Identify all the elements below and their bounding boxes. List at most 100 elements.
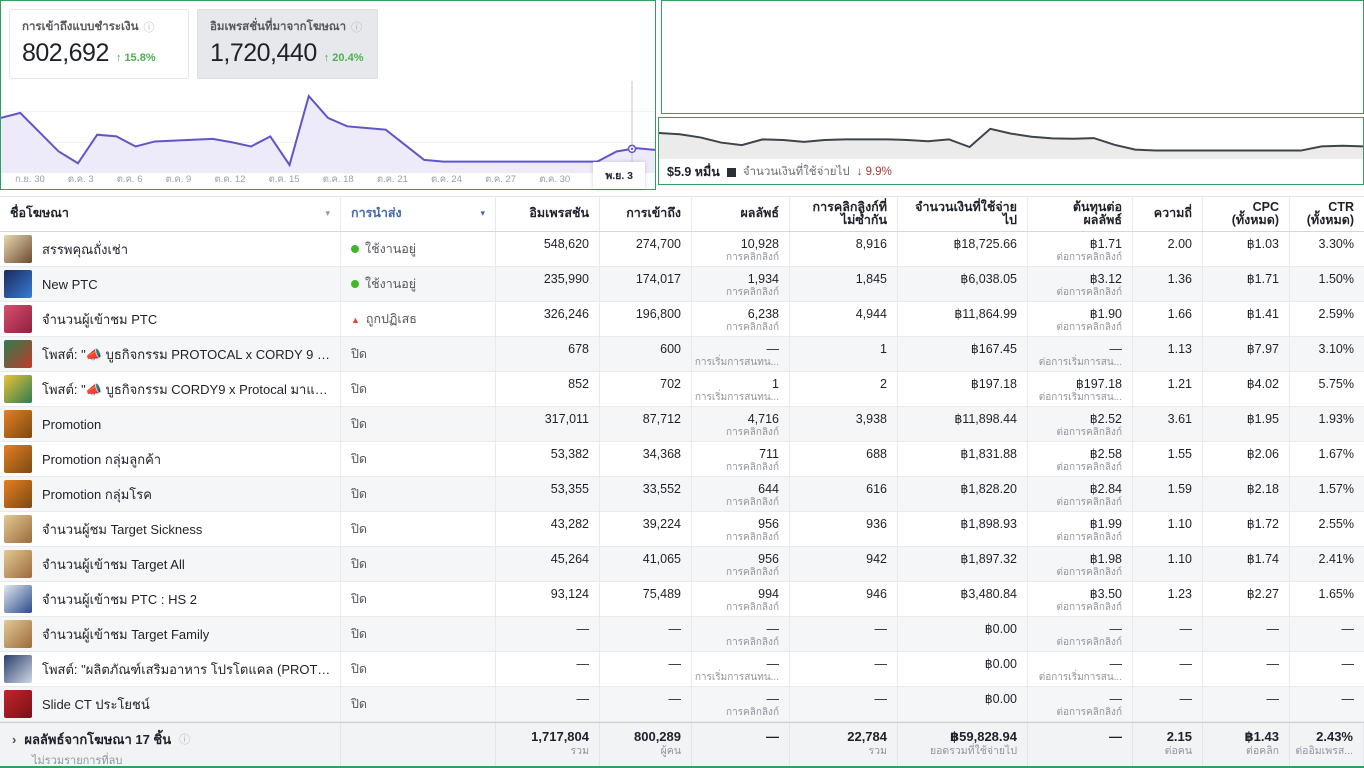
- x-tick: ต.ค. 9: [165, 174, 192, 185]
- spend-area-chart[interactable]: [659, 119, 1363, 159]
- reach-value: 39,224: [642, 517, 681, 531]
- cost-per-result-type: ต่อการคลิกลิงก์: [1056, 567, 1122, 578]
- ad-name[interactable]: จำนวนผู้เข้าชม Target Family: [42, 626, 210, 642]
- table-row[interactable]: โพสต์: "📣 บูธกิจกรรม PROTOCAL x CORDY 9 …: [0, 337, 1364, 372]
- ad-name[interactable]: จำนวนผู้ชม Target Sickness: [42, 521, 203, 537]
- reach-area-chart[interactable]: [1, 81, 655, 173]
- ctr-value: —: [1341, 692, 1355, 706]
- results-value: —: [766, 622, 780, 636]
- ad-thumbnail[interactable]: [4, 305, 32, 333]
- table-row[interactable]: Slide CT ประโยชน์ ปิด — — — การคลิกลิงก์ …: [0, 687, 1364, 722]
- selection-border-bottom: [0, 766, 1364, 768]
- cpc-value: ฿1.03: [1246, 237, 1279, 251]
- spend-value: ฿18,725.66: [953, 237, 1017, 251]
- column-header-ctr[interactable]: CTR (ทั้งหมด): [1306, 199, 1354, 227]
- ad-name[interactable]: สรรพคุณถั่งเช่า: [42, 241, 129, 257]
- reach-value: 196,800: [635, 307, 681, 321]
- column-header-cpc[interactable]: CPC (ทั้งหมด): [1203, 197, 1290, 231]
- ad-name[interactable]: จำนวนผู้เข้าชม PTC : HS 2: [42, 591, 197, 607]
- cpc-value: ฿1.74: [1246, 552, 1279, 566]
- impressions-value: —: [576, 622, 590, 636]
- table-row[interactable]: โพสต์: "📣 บูธกิจกรรม CORDY9 x Protocal ม…: [0, 372, 1364, 407]
- ad-thumbnail[interactable]: [4, 445, 32, 473]
- column-header-ad-name[interactable]: ชื่อโฆษณา ▾: [0, 197, 341, 231]
- ad-name[interactable]: จำนวนผู้เข้าชม Target All: [42, 556, 185, 572]
- total-cost-per-result: —: [1109, 729, 1122, 744]
- spend-change: ↓ 9.9%: [856, 166, 892, 178]
- ad-thumbnail[interactable]: [4, 375, 32, 403]
- table-row[interactable]: สรรพคุณถั่งเช่า ใช้งานอยู่ 548,620 274,7…: [0, 232, 1364, 267]
- column-header-frequency[interactable]: ความถี่: [1133, 197, 1203, 231]
- table-row[interactable]: จำนวนผู้เข้าชม Target All ปิด 45,264 41,…: [0, 547, 1364, 582]
- table-row[interactable]: Promotion กลุ่มโรค ปิด 53,355 33,552 644…: [0, 477, 1364, 512]
- unique-clicks-value: —: [874, 692, 888, 706]
- column-header-results[interactable]: ผลลัพธ์: [692, 197, 790, 231]
- info-icon[interactable]: ⓘ: [179, 734, 191, 746]
- cost-per-result-type: ต่อการคลิกลิงก์: [1056, 427, 1122, 438]
- reach-value: 75,489: [642, 587, 681, 601]
- reach-value: —: [668, 657, 682, 671]
- ad-name[interactable]: Slide CT ประโยชน์: [42, 696, 150, 712]
- ad-thumbnail[interactable]: [4, 410, 32, 438]
- ad-thumbnail[interactable]: [4, 235, 32, 263]
- table-row[interactable]: Promotion ปิด 317,011 87,712 4,716 การคลิ…: [0, 407, 1364, 442]
- ad-name[interactable]: Promotion: [42, 416, 102, 432]
- table-row[interactable]: Promotion กลุ่มลูกค้า ปิด 53,382 34,368 …: [0, 442, 1364, 477]
- info-icon[interactable]: ⓘ: [143, 22, 155, 34]
- column-header-unique-clicks[interactable]: การคลิกลิงก์ที่ไม่ซ้ำกัน: [790, 197, 898, 231]
- table-row[interactable]: จำนวนผู้เข้าชม PTC : HS 2 ปิด 93,124 75,…: [0, 582, 1364, 617]
- ad-thumbnail[interactable]: [4, 585, 32, 613]
- cost-per-result-type: ต่อการคลิกลิงก์: [1056, 462, 1122, 473]
- results-value: —: [766, 657, 780, 671]
- results-type: การคลิกลิงก์: [726, 497, 779, 508]
- table-row[interactable]: โพสต์: "ผลิตภัณฑ์เสริมอาหาร โปรโตแคล (PR…: [0, 652, 1364, 687]
- cost-per-result-value: ฿1.71: [1089, 237, 1122, 251]
- spend-value: ฿1,897.32: [960, 552, 1017, 566]
- frequency-value: 2.00: [1167, 237, 1192, 251]
- ad-thumbnail[interactable]: [4, 620, 32, 648]
- column-header-spend[interactable]: จำนวนเงินที่ใช้จ่ายไป: [898, 197, 1028, 231]
- reach-value: 702: [660, 377, 681, 391]
- metric-card-paid-reach[interactable]: การเข้าถึงแบบชำระเงิน ⓘ 802,692 ↑ 15.8%: [9, 9, 189, 79]
- table-row[interactable]: จำนวนผู้เข้าชม PTC ถูกปฏิเสธ 326,246 196…: [0, 302, 1364, 337]
- table-row[interactable]: New PTC ใช้งานอยู่ 235,990 174,017 1,934…: [0, 267, 1364, 302]
- ad-thumbnail[interactable]: [4, 480, 32, 508]
- ad-thumbnail[interactable]: [4, 550, 32, 578]
- column-header-delivery[interactable]: การนำส่ง ▾: [341, 197, 496, 231]
- spend-value: ฿0.00: [984, 622, 1017, 636]
- results-type: การคลิกลิงก์: [726, 322, 779, 333]
- delivery-status: ปิด: [351, 487, 368, 501]
- table-row[interactable]: จำนวนผู้เข้าชม Target Family ปิด — — — กา…: [0, 617, 1364, 652]
- delivery-status: ปิด: [351, 417, 368, 431]
- expand-chevron-icon[interactable]: ›: [12, 731, 17, 747]
- ad-name[interactable]: โพสต์: "📣 บูธกิจกรรม PROTOCAL x CORDY 9 …: [42, 346, 332, 362]
- ad-name[interactable]: จำนวนผู้เข้าชม PTC: [42, 311, 158, 327]
- metric-card-ad-impressions[interactable]: อิมเพรสชั่นที่มาจากโฆษณา ⓘ 1,720,440 ↑ 2…: [197, 9, 379, 79]
- ad-thumbnail[interactable]: [4, 270, 32, 298]
- ad-name[interactable]: โพสต์: "📣 บูธกิจกรรม CORDY9 x Protocal ม…: [42, 381, 332, 397]
- impressions-value: 317,011: [544, 412, 589, 426]
- ad-thumbnail[interactable]: [4, 340, 32, 368]
- cost-per-result-value: ฿3.50: [1089, 587, 1122, 601]
- ad-name[interactable]: Promotion กลุ่มลูกค้า: [42, 451, 162, 467]
- down-arrow-icon: ↓: [856, 166, 863, 178]
- column-header-reach[interactable]: การเข้าถึง: [600, 197, 692, 231]
- ad-thumbnail[interactable]: [4, 515, 32, 543]
- results-type: การคลิกลิงก์: [726, 462, 779, 473]
- table-row[interactable]: จำนวนผู้ชม Target Sickness ปิด 43,282 39…: [0, 512, 1364, 547]
- ad-thumbnail[interactable]: [4, 655, 32, 683]
- total-spend: ฿59,828.94: [950, 729, 1017, 744]
- column-header-impressions[interactable]: อิมเพรสชัน: [496, 197, 600, 231]
- cost-per-result-value: ฿2.58: [1089, 447, 1122, 461]
- ad-name[interactable]: โพสต์: "ผลิตภัณฑ์เสริมอาหาร โปรโตแคล (PR…: [42, 661, 332, 677]
- unique-clicks-value: —: [874, 622, 888, 636]
- cost-per-result-type: ต่อการคลิกลิงก์: [1056, 322, 1122, 333]
- ad-thumbnail[interactable]: [4, 690, 32, 718]
- cpc-value: ฿1.95: [1246, 412, 1279, 426]
- cost-per-result-value: ฿3.12: [1089, 272, 1122, 286]
- cost-per-result-value: ฿1.98: [1089, 552, 1122, 566]
- column-header-cost-per-result[interactable]: ต้นทุนต่อผลลัพธ์: [1028, 197, 1133, 231]
- ad-name[interactable]: Promotion กลุ่มโรค: [42, 486, 152, 502]
- ad-name[interactable]: New PTC: [42, 276, 98, 292]
- info-icon[interactable]: ⓘ: [351, 22, 363, 34]
